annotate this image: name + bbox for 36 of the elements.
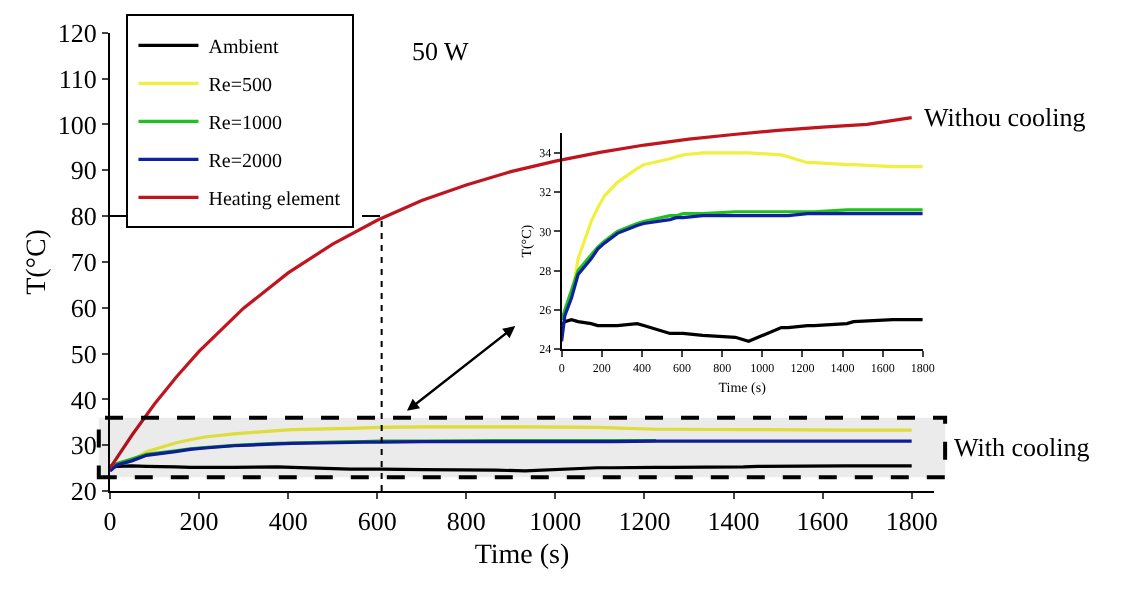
x-tick-label: 0 bbox=[103, 506, 117, 537]
x-tick-label: 400 bbox=[268, 506, 308, 537]
annotation: 50 W bbox=[412, 36, 471, 66]
line-series bbox=[561, 318, 923, 343]
x-tick-label: 1000 bbox=[529, 506, 582, 537]
line-series bbox=[109, 115, 914, 470]
line-series bbox=[561, 208, 923, 322]
line-series bbox=[561, 212, 923, 343]
y-tick-label: 60 bbox=[70, 292, 97, 323]
y-tick-label: 30 bbox=[70, 430, 97, 461]
y-tick-label: 100 bbox=[57, 109, 97, 140]
y-tick-label: 90 bbox=[70, 155, 97, 186]
annotation: Withou cooling bbox=[924, 102, 1087, 132]
x-tick-label: 1800 bbox=[885, 506, 938, 537]
legend-label: Heating element bbox=[208, 189, 341, 212]
y-tick-label: 50 bbox=[70, 338, 97, 369]
x-tick-label: 1600 bbox=[796, 506, 849, 537]
x-tick-label: 200 bbox=[179, 506, 219, 537]
x-tick-label: 1200 bbox=[618, 506, 671, 537]
legend-label: Re=1000 bbox=[208, 113, 282, 136]
y-tick-label: 40 bbox=[70, 384, 97, 415]
line-series bbox=[109, 439, 914, 473]
band-label: With cooling bbox=[954, 432, 1091, 462]
y-tick-label: 70 bbox=[70, 247, 97, 278]
legend-label: Ambient bbox=[208, 37, 279, 60]
y-tick-label: 80 bbox=[70, 201, 97, 232]
y-tick-label: 120 bbox=[57, 17, 97, 48]
legend-label: Re=500 bbox=[208, 75, 272, 98]
legend-label: Re=2000 bbox=[208, 151, 282, 174]
x-tick-label: 600 bbox=[357, 506, 397, 537]
x-axis-title: Time (s) bbox=[474, 540, 570, 571]
x-tick-label: 800 bbox=[446, 506, 486, 537]
x-tick-label: 1400 bbox=[707, 506, 760, 537]
y-tick-label: 20 bbox=[70, 476, 97, 507]
y-tick-label: 110 bbox=[58, 63, 97, 94]
y-axis-title: T(°C) bbox=[22, 228, 53, 295]
